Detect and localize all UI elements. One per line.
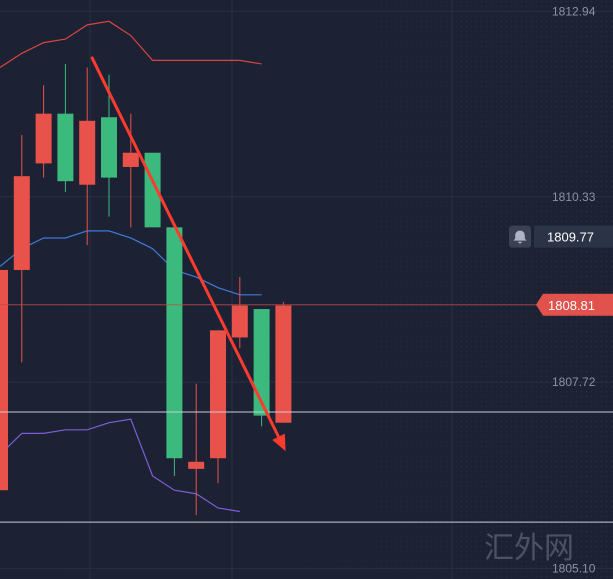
watermark-text: 汇外网 [484,531,574,566]
candle-body [79,120,96,185]
candlesticks [0,63,292,516]
candle-3 [57,63,74,192]
candle-1 [13,134,30,363]
candle-body [166,227,183,459]
middle-band-line [0,230,262,296]
candle-body [57,113,74,182]
candle-body [253,309,270,416]
candle-body [122,152,139,167]
candle-13 [275,301,292,423]
arrow-head [272,433,286,452]
lower-band-line [0,418,240,513]
candle-12 [253,309,270,427]
candle-10 [210,330,226,484]
candle-body [101,117,117,178]
bell-icon [513,230,527,244]
trend-arrow [90,56,286,452]
y-tick-label-3: 1805.10 [552,561,596,575]
candle-6 [122,113,139,228]
current-price-box [536,293,613,316]
candle-body [231,305,248,338]
candle-8 [166,227,183,476]
bollinger-bands [0,20,262,513]
candle-body [188,461,205,469]
candle-body [0,269,8,491]
candle-11 [231,277,248,349]
candle-body [275,305,292,423]
current-price-label: 1808.81 [548,298,595,313]
y-tick-label-2: 1807.72 [552,375,596,389]
candle-0 [0,269,8,491]
alert-price-label: 1809.77 [547,230,594,245]
candle-2 [35,85,52,178]
upper-band-line [0,20,262,68]
candle-9 [188,383,205,516]
alert-price-box [534,225,613,248]
y-tick-label-0: 1812.94 [552,4,596,18]
candle-body [210,330,226,459]
price-lines [0,304,613,523]
arrow-shaft [90,56,280,438]
candle-5 [101,74,117,217]
alert-price-badge[interactable]: 1809.77 [509,225,613,248]
candle-4 [79,67,96,246]
candle-body [13,176,30,270]
current-price-badge: 1808.81 [536,293,613,316]
price-badges: 1809.77 1808.81 [509,225,613,316]
price-axis: 1812.94 1810.33 1807.72 1805.10 [552,4,596,575]
candle-body [35,113,52,164]
y-tick-label-1: 1810.33 [552,190,596,204]
